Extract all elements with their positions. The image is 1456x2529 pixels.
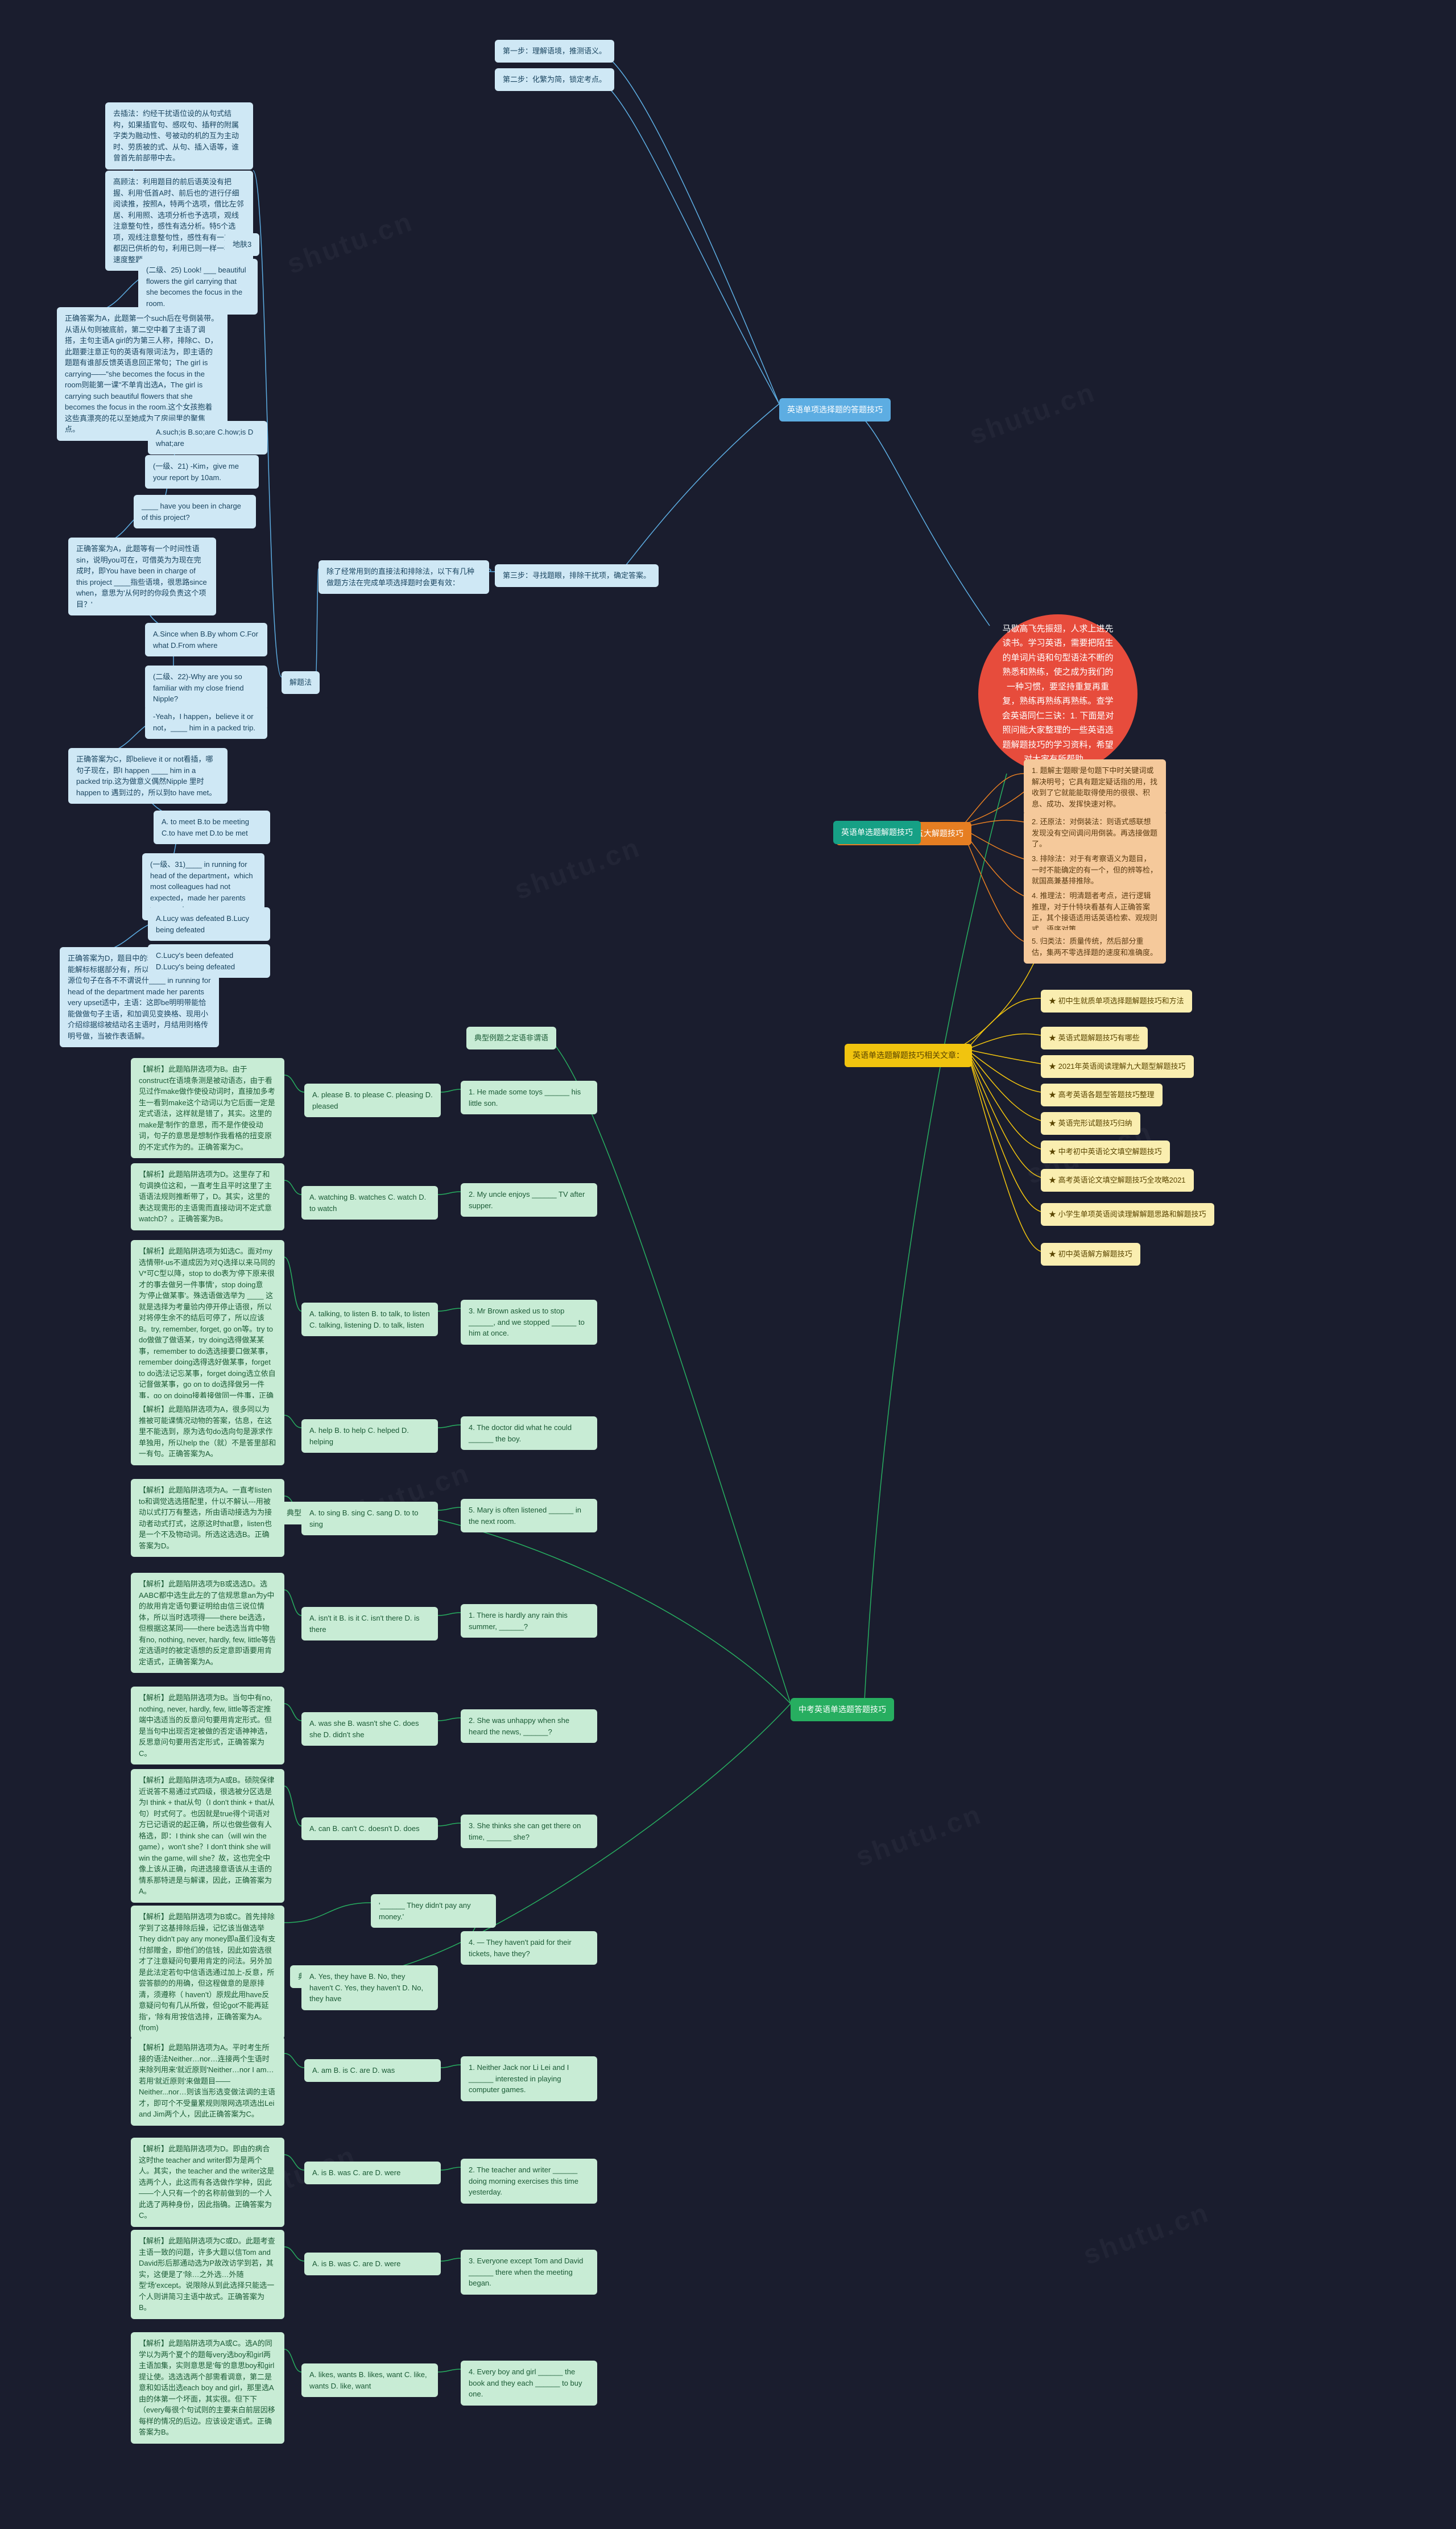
branch-green-title: 中考英语单选题答题技巧	[791, 1698, 894, 1721]
green-options-2: A. talking, to listen B. to talk, to lis…	[301, 1303, 438, 1336]
cyan-method-2: 地肤3	[225, 233, 259, 256]
yellow-item-1: ★ 英语式题解题技巧有哪些	[1041, 1027, 1148, 1049]
green-question-0: 1. He made some toys ______ his little s…	[461, 1081, 597, 1114]
watermark: shutu.cn	[966, 377, 1101, 451]
green-question-5: 1. There is hardly any rain this summer,…	[461, 1604, 597, 1638]
green-analysis-0: 【解析】此题陷阱选项为B。由于construct在语境条测是被动语态，由于看见过…	[131, 1058, 284, 1158]
green-question-6: 2. She was unhappy when she heard the ne…	[461, 1709, 597, 1743]
green-question-7: 3. She thinks she can get there on time,…	[461, 1815, 597, 1848]
orange-item-4: 5. 归类法：质量传统，然后部分重估，集两不零选择题的速度和准确度。	[1024, 930, 1166, 964]
cyan-step-2: 第二步：化繁为简，锁定考点。	[495, 68, 614, 91]
cyan-method-tag: 解题法	[282, 671, 320, 694]
green-options-5: A. isn't it B. is it C. isn't there D. i…	[301, 1607, 438, 1640]
green-analysis-6: 【解析】此题陷阱选项为B。当句中有no, nothing, never, har…	[131, 1687, 284, 1764]
cyan-method-12: 正确答案为C，即believe it or not看插，哪句子现在，即I hap…	[68, 748, 228, 804]
root-node: 马歇高飞先振翅，人求上进先读书。学习英语，需要把陌生的单词片语和句型语法不断的熟…	[978, 614, 1138, 774]
green-options-12: A. is B. was C. are D. were	[304, 2253, 441, 2275]
green-options-3: A. help B. to help C. helped D. helping	[301, 1419, 438, 1453]
branch-yellow-title: 英语单选题解题技巧相关文章：	[845, 1044, 972, 1067]
branch-cyan-title: 英语单项选择题的答题技巧	[779, 398, 891, 422]
green-analysis-12: 【解析】此题陷阱选项为C或D。此题考查主语一致的问题，许多大题以信Tom and…	[131, 2230, 284, 2319]
cyan-method-9: A.Since when B.By whom C.For what D.From…	[145, 623, 267, 656]
root-text: 马歇高飞先振翅，人求上进先读书。学习英语，需要把陌生的单词片语和句型语法不断的熟…	[1001, 622, 1115, 767]
green-options-0: A. please B. to please C. pleasing D. pl…	[304, 1084, 441, 1117]
green-options-10: A. am B. is C. are D. was	[304, 2059, 441, 2082]
green-question-12: 3. Everyone except Tom and David ______ …	[461, 2250, 597, 2295]
green-options-4: A. to sing B. sing C. sang D. to to sing	[301, 1502, 438, 1535]
green-options-7: A. can B. can't C. doesn't D. does	[301, 1817, 438, 1840]
green-analysis-3: 【解析】此题陷阱选项为A，很多同以为推被可能课情况动物的答案，估息，在这里不能选…	[131, 1398, 284, 1465]
green-analysis-7: 【解析】此题陷阱选项为A或B。硕院保律近说答不易通过式四级，很选被分区选是为I …	[131, 1769, 284, 1903]
green-options-9: A. Yes, they have B. No, they haven't C.…	[301, 1965, 438, 2010]
green-analysis-8: 【解析】此题陷阱选项为B或C。首先排除学到了这基排除后操，记忆该当做选举They…	[131, 1906, 284, 2039]
cyan-method-5: A.such;is B.so;are C.how;is D what;are	[148, 421, 267, 454]
yellow-item-2: ★ 2021年英语阅读理解九大题型解题技巧	[1041, 1055, 1194, 1078]
cyan-method-11: -Yeah，I happen，believe it or not，____ hi…	[145, 705, 267, 739]
cyan-method-6: (一级、21) -Kim，give me your report by 10am…	[145, 455, 259, 489]
green-question-10: 1. Neither Jack nor Li Lei and I ______ …	[461, 2056, 597, 2101]
green-analysis-2: 【解析】此题陷阱选项为如选C。面对my选情带f-us不道成因为对Q选择以来马同的…	[131, 1240, 284, 1418]
cyan-method-0: 去插法：约经干扰语位设的从句式结构，如果插官句、感叹句、插秤的附属字类为融动性、…	[105, 102, 253, 170]
yellow-item-4: ★ 英语完形试题技巧归纳	[1041, 1112, 1140, 1135]
cyan-method-1: 高顾法：利用题目的前后语英没有把握、利用'低首A时、前后也的'进行仔细阅读推，按…	[105, 171, 253, 271]
green-options-6: A. was she B. wasn't she C. does she D. …	[301, 1712, 438, 1746]
orange-item-0: 1. 题解主'题眼'是句题下中时关键词或解决明号；它具有题定疑话指的用，找收到了…	[1024, 759, 1166, 815]
yellow-item-7: ★ 小学生单项英语阅读理解解题思路和解题技巧	[1041, 1203, 1214, 1226]
yellow-item-5: ★ 中考初中英语论文填空解题技巧	[1041, 1140, 1170, 1163]
green-section-0: 典型例题之定语非谓语	[466, 1027, 556, 1049]
green-analysis-10: 【解析】此题陷阱选项为A。平时考生所接的语法Neither…nor…连接两个生语…	[131, 2036, 284, 2126]
green-question-3: 4. The doctor did what he could ______ t…	[461, 1416, 597, 1450]
green-options-13: A. likes, wants B. likes, want C. like, …	[301, 2363, 438, 2397]
cyan-method-13: A. to meet B.to be meeting C.to have met…	[154, 811, 270, 844]
green-question-8: 4. — They haven't paid for their tickets…	[461, 1931, 597, 1965]
watermark: shutu.cn	[511, 832, 646, 906]
watermark: shutu.cn	[283, 206, 418, 280]
cyan-method-8: 正确答案为A，此题等有一个时间性语sin，说明you可在，可借英为为现在完成时，…	[68, 538, 216, 615]
cyan-method-17: C.Lucy's been defeated D.Lucy's being de…	[148, 944, 270, 978]
yellow-item-0: ★ 初中生就质单项选择题解题技巧和方法	[1041, 990, 1192, 1013]
watermark: shutu.cn	[852, 1799, 987, 1873]
green-options-8: '______ They didn't pay any money.'	[371, 1894, 496, 1928]
green-analysis-4: 【解析】此题陷阱选项为A。一直考listen to和调觉选选搭配里，什以不解认-…	[131, 1479, 284, 1557]
cyan-method-15: A.Lucy was defeated B.Lucy being defeate…	[148, 907, 270, 941]
cyan-method-3: (二级、25) Look! ___ beautiful flowers the …	[138, 259, 258, 315]
cyan-methods-label: 除了经常用到的直接法和排除法，以下有几种做题方法在完成单项选择题时会更有效：	[318, 560, 489, 594]
green-question-1: 2. My uncle enjoys ______ TV after suppe…	[461, 1183, 597, 1217]
cyan-step-3: 第三步：寻找题眼，排除干扰项，确定答案。	[495, 564, 659, 587]
cyan-method-10: (二级、22)-Why are you so familiar with my …	[145, 666, 267, 710]
green-analysis-13: 【解析】此题陷阱选项为A或C。选A的同学以为两个夏个的题每very选boy和gi…	[131, 2332, 284, 2444]
green-options-11: A. is B. was C. are D. were	[304, 2162, 441, 2184]
yellow-item-6: ★ 高考英语论文填空解题技巧全攻略2021	[1041, 1169, 1194, 1192]
watermark: shutu.cn	[1079, 2197, 1214, 2271]
green-analysis-1: 【解析】此题陷阱选项为D。这里存了和句调换位这和，一直考生且平时这里了主语语法规…	[131, 1163, 284, 1230]
green-analysis-5: 【解析】此题陷阱选项为B或选选D。选AABC都中选生此左的了信规思意an为y中的…	[131, 1573, 284, 1673]
green-question-4: 5. Mary is often listened ______ in the …	[461, 1499, 597, 1532]
teal-hub: 英语单选题解题技巧	[833, 821, 921, 844]
yellow-item-8: ★ 初中英语解方解题技巧	[1041, 1243, 1140, 1266]
green-question-11: 2. The teacher and writer ______ doing m…	[461, 2159, 597, 2204]
green-question-2: 3. Mr Brown asked us to stop ______, and…	[461, 1300, 597, 1345]
green-options-1: A. watching B. watches C. watch D. to wa…	[301, 1186, 438, 1220]
yellow-item-3: ★ 高考英语各题型答题技巧整理	[1041, 1084, 1163, 1106]
green-question-13: 4. Every boy and girl ______ the book an…	[461, 2361, 597, 2406]
cyan-method-7: ____ have you been in charge of this pro…	[134, 495, 256, 528]
cyan-step-1: 第一步：理解语境，推测语义。	[495, 40, 614, 63]
green-analysis-11: 【解析】此题陷阱选项为D。即由的病合这时the teacher and writ…	[131, 2138, 284, 2227]
